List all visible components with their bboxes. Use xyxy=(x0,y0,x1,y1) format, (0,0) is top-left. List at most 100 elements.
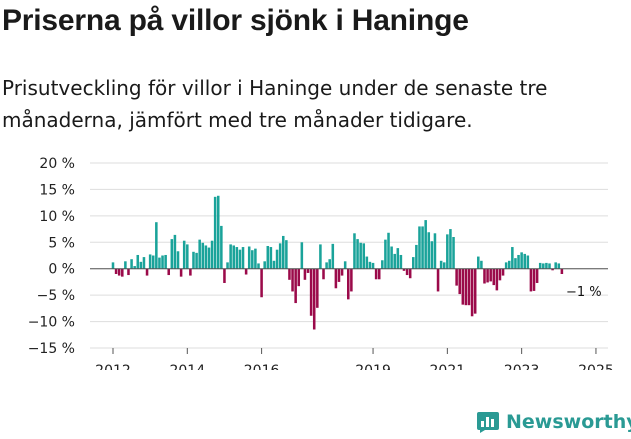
newsworthy-logo: Newsworthy xyxy=(476,405,631,439)
bar xyxy=(316,268,319,308)
bar xyxy=(473,268,477,314)
bar xyxy=(127,268,130,276)
bar xyxy=(179,268,183,277)
bar xyxy=(142,257,146,269)
bar xyxy=(117,268,121,276)
x-tick-label: 2012 xyxy=(95,363,131,370)
bar xyxy=(275,249,279,269)
bar xyxy=(251,250,254,269)
bar xyxy=(210,240,214,269)
bar xyxy=(319,244,322,269)
bar xyxy=(229,244,232,269)
chart-title: Priserna på villor sjönk i Haninge xyxy=(2,4,469,37)
bar xyxy=(121,268,124,277)
bar xyxy=(139,261,143,269)
bar xyxy=(377,268,381,280)
bar xyxy=(480,260,483,269)
bar xyxy=(145,268,149,276)
bar xyxy=(343,261,347,269)
bar xyxy=(548,263,551,269)
bar xyxy=(309,268,313,316)
bar xyxy=(201,242,205,269)
bar xyxy=(303,268,307,280)
x-tick-label: 2014 xyxy=(169,363,205,370)
bar xyxy=(312,268,316,330)
bar xyxy=(421,226,424,269)
bar xyxy=(504,262,508,269)
bar xyxy=(226,262,229,269)
bar xyxy=(557,263,561,269)
bar xyxy=(439,260,443,269)
bar xyxy=(418,226,421,269)
bar xyxy=(260,268,263,298)
bar xyxy=(198,239,201,269)
x-tick-label: 2021 xyxy=(430,363,466,370)
bar xyxy=(291,268,294,292)
y-tick-label: −5 % xyxy=(37,288,75,304)
bar xyxy=(186,244,189,269)
bar xyxy=(523,253,526,269)
bar xyxy=(192,251,195,269)
bar xyxy=(300,242,304,269)
bar xyxy=(551,268,554,271)
bar xyxy=(182,240,186,269)
bar xyxy=(297,268,301,287)
bar xyxy=(350,268,353,292)
bar xyxy=(374,268,378,280)
bar xyxy=(164,254,167,269)
bar xyxy=(278,243,282,269)
bar xyxy=(362,243,366,269)
bar xyxy=(220,225,223,269)
bar xyxy=(381,260,384,269)
bar xyxy=(356,239,359,269)
bar xyxy=(545,262,548,269)
bar xyxy=(331,243,335,269)
bar xyxy=(560,268,564,274)
bar xyxy=(387,232,390,269)
bar xyxy=(247,246,251,269)
y-axis-ticks: 20 % 15 % 10 % 5 % 0 % −5 % −10 % −15 % xyxy=(28,156,75,357)
bar xyxy=(204,245,208,269)
bar xyxy=(136,254,140,269)
bar xyxy=(148,254,152,269)
bar xyxy=(223,268,226,283)
chart-subtitle: Prisutveckling för villor i Haninge unde… xyxy=(2,76,548,132)
bar xyxy=(368,261,372,269)
bar xyxy=(464,268,468,306)
bar xyxy=(507,260,511,269)
bar xyxy=(285,240,288,269)
bar xyxy=(161,255,164,269)
bar xyxy=(195,252,198,269)
bar xyxy=(424,220,427,269)
bar xyxy=(294,268,297,304)
bar xyxy=(396,248,400,269)
bar xyxy=(207,247,211,269)
bar xyxy=(535,268,539,283)
bar xyxy=(452,237,455,269)
x-tick-label: 2025 xyxy=(578,363,614,370)
y-tick-label: −10 % xyxy=(28,315,75,331)
bar xyxy=(408,268,412,279)
bar xyxy=(520,252,523,269)
bar xyxy=(235,247,239,269)
bar xyxy=(492,268,496,286)
bar xyxy=(511,247,514,269)
bar xyxy=(130,259,133,269)
bar xyxy=(288,268,291,280)
bar xyxy=(111,262,115,269)
bar xyxy=(151,255,155,269)
bar xyxy=(124,261,127,269)
bar xyxy=(489,268,492,282)
bar xyxy=(430,241,434,269)
bar xyxy=(427,232,431,269)
bar xyxy=(238,249,242,269)
bar xyxy=(269,247,273,269)
bar xyxy=(176,251,180,269)
bar xyxy=(232,245,235,269)
bar xyxy=(486,268,489,283)
bar xyxy=(189,268,192,276)
y-tick-label: 20 % xyxy=(39,156,75,172)
bar xyxy=(167,268,170,276)
bar xyxy=(384,239,387,269)
bar xyxy=(254,248,257,269)
